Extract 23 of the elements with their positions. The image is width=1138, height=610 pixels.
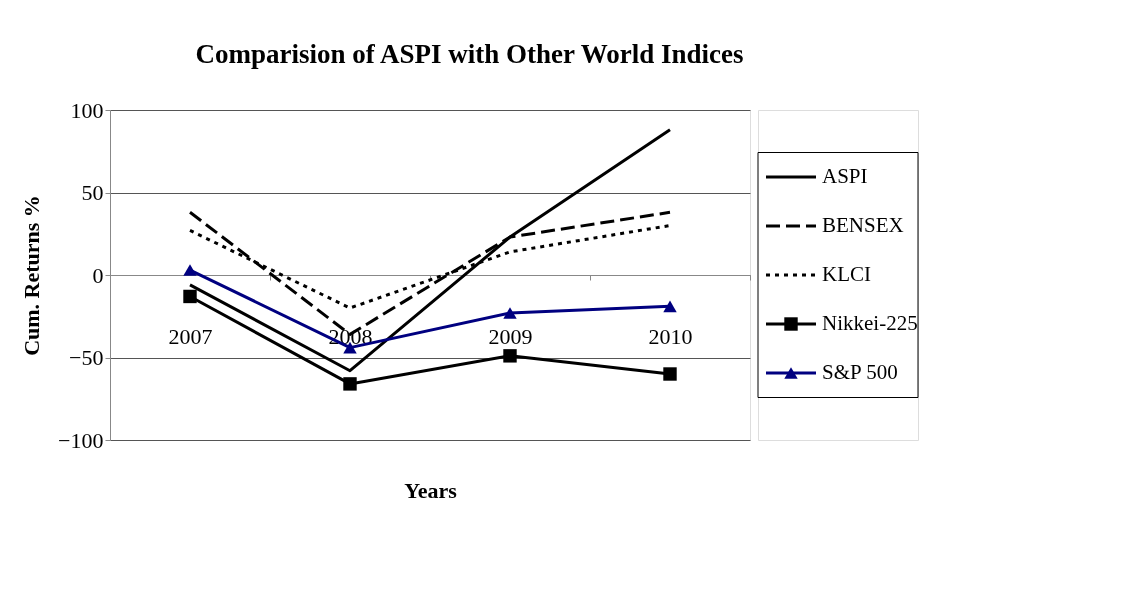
point (503, 307, 517, 319)
x-tick-label: 2007 (168, 323, 213, 349)
point (663, 300, 677, 313)
point (343, 377, 357, 391)
x-tick-label: 2010 (648, 323, 693, 349)
legend-label: S&P 500 (822, 360, 898, 384)
legend-label: KLCI (822, 262, 871, 286)
legend-label: Nikkei-225 (822, 311, 918, 335)
x-tick-label: 2009 (488, 323, 533, 349)
point (663, 367, 677, 381)
legend-label: BENSEX (822, 213, 904, 237)
point (183, 289, 197, 304)
y-tick-label: −50 (69, 345, 104, 370)
legend-label: ASPI (822, 164, 868, 188)
point (183, 264, 197, 276)
x-axis-title: Years (404, 477, 458, 503)
chart-title: Comparision of ASPI with Other World Indices (195, 38, 744, 69)
y-tick-label: 100 (70, 97, 104, 123)
y-axis-title: Cum. Returns % (19, 195, 45, 356)
point (503, 349, 517, 363)
y-tick-label: −100 (58, 427, 104, 453)
y-tick-label: 50 (81, 180, 104, 205)
y-tick-label: 0 (92, 262, 104, 288)
